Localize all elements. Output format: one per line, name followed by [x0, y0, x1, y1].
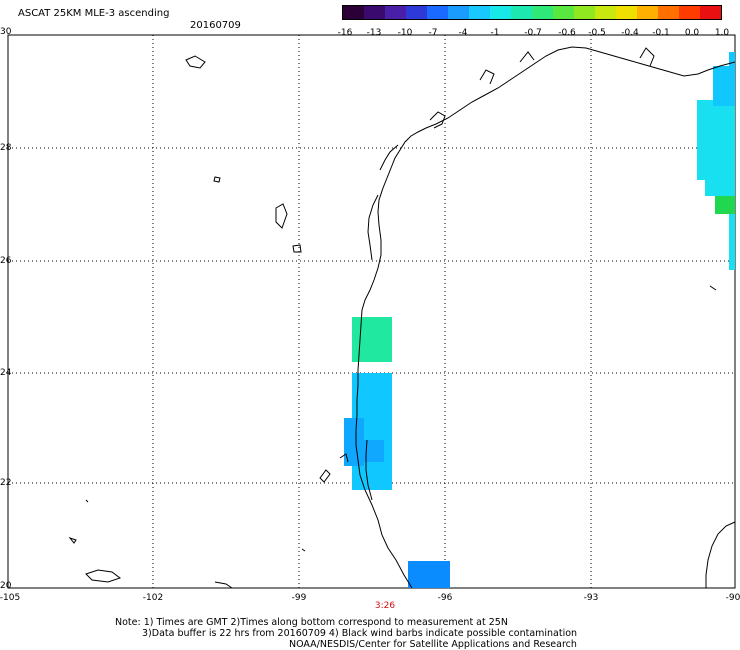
- x-axis-label: -105: [0, 593, 21, 603]
- colorbar-segment: [469, 6, 490, 19]
- y-axis-label: 24: [0, 368, 12, 378]
- colorbar-tick-label: 1.0: [714, 28, 730, 38]
- colorbar-tick-label: -7: [428, 28, 438, 38]
- colorbar-tick-label: -0.1: [652, 28, 670, 38]
- colorbar-tick-label: -10: [397, 28, 413, 38]
- colorbar-segment: [658, 6, 679, 19]
- swath-cell: [697, 100, 735, 180]
- map-frame: [7, 34, 736, 589]
- colorbar-tick-label: -16: [337, 28, 353, 38]
- time-label: 3:26: [374, 601, 396, 611]
- colorbar-tick-label: -1: [490, 28, 500, 38]
- colorbar-segment: [679, 6, 700, 19]
- colorbar-tick-label: 0.0: [684, 28, 700, 38]
- lake: [292, 244, 302, 253]
- colorbar-tick-label: -0.7: [524, 28, 542, 38]
- swath-cell: [352, 317, 392, 362]
- barrier-island: [367, 194, 379, 261]
- lake: [709, 285, 717, 291]
- map-date: 20160709: [190, 20, 241, 31]
- colorbar-segment: [532, 6, 553, 19]
- x-axis-label: -102: [142, 593, 164, 603]
- colorbar-segment: [637, 6, 658, 19]
- colorbar-segment: [616, 6, 637, 19]
- lake: [301, 548, 306, 552]
- swath-cell: [408, 561, 450, 588]
- x-axis-label: -90: [725, 593, 740, 603]
- bay: [639, 47, 655, 67]
- swath-cell: [729, 214, 735, 270]
- yucatan-coast: [705, 521, 736, 588]
- swath-west: [344, 317, 450, 588]
- colorbar-segment: [700, 6, 721, 19]
- colorbar-segment: [364, 6, 385, 19]
- swath-cell: [713, 66, 735, 106]
- colorbar-segment: [343, 6, 364, 19]
- barrier-island: [365, 439, 373, 501]
- y-axis-label: 22: [0, 478, 12, 488]
- colorbar-segment: [427, 6, 448, 19]
- colorbar-tick-label: -0.6: [558, 28, 576, 38]
- lake: [85, 499, 89, 503]
- colorbar-tick-label: -0.4: [621, 28, 639, 38]
- graticule: [8, 35, 735, 588]
- lake: [185, 55, 206, 69]
- swath-cell: [360, 440, 384, 462]
- lake: [319, 469, 331, 483]
- colorbar-segment: [553, 6, 574, 19]
- note-line-2: 3)Data buffer is 22 hrs from 20160709 4)…: [142, 628, 578, 639]
- swath-cell: [729, 52, 735, 72]
- note-line-3: NOAA/NESDIS/Center for Satellite Applica…: [289, 639, 577, 650]
- gulf-coastline: [355, 46, 736, 589]
- swath-east: [697, 52, 735, 270]
- colorbar-tick-label: -13: [366, 28, 382, 38]
- y-axis-label: 26: [0, 256, 12, 266]
- colorbar-segment: [595, 6, 616, 19]
- lake: [339, 453, 349, 463]
- bay: [519, 51, 535, 63]
- colorbar-segment: [385, 6, 406, 19]
- colorbar-segment: [574, 6, 595, 19]
- note-line-1: Note: 1) Times are GMT 2)Times along bot…: [115, 617, 508, 628]
- swath-cell: [705, 180, 735, 196]
- lake: [214, 581, 233, 589]
- swath-cell: [344, 418, 364, 466]
- colorbar-segment: [406, 6, 427, 19]
- bay: [479, 69, 495, 85]
- lake: [85, 569, 122, 583]
- barrier-island: [379, 144, 399, 171]
- lake: [68, 536, 77, 544]
- x-axis-label: -99: [291, 593, 307, 603]
- swath-cell: [715, 196, 735, 214]
- lake: [213, 176, 221, 183]
- lake: [275, 203, 288, 229]
- colorbar: [342, 5, 722, 20]
- y-axis-label: 20: [0, 581, 12, 591]
- colorbar-segment: [490, 6, 511, 19]
- y-axis-label: 28: [0, 143, 12, 153]
- y-axis-label: 30: [0, 27, 12, 37]
- colorbar-segment: [448, 6, 469, 19]
- x-axis-label: -96: [437, 593, 453, 603]
- colorbar-segment: [511, 6, 532, 19]
- swath-cell: [352, 466, 372, 490]
- map-title: ASCAT 25KM MLE-3 ascending: [18, 8, 170, 19]
- x-axis-label: -93: [583, 593, 599, 603]
- colorbar-tick-label: -4: [458, 28, 468, 38]
- colorbar-tick-label: -0.5: [588, 28, 606, 38]
- bay: [429, 111, 446, 129]
